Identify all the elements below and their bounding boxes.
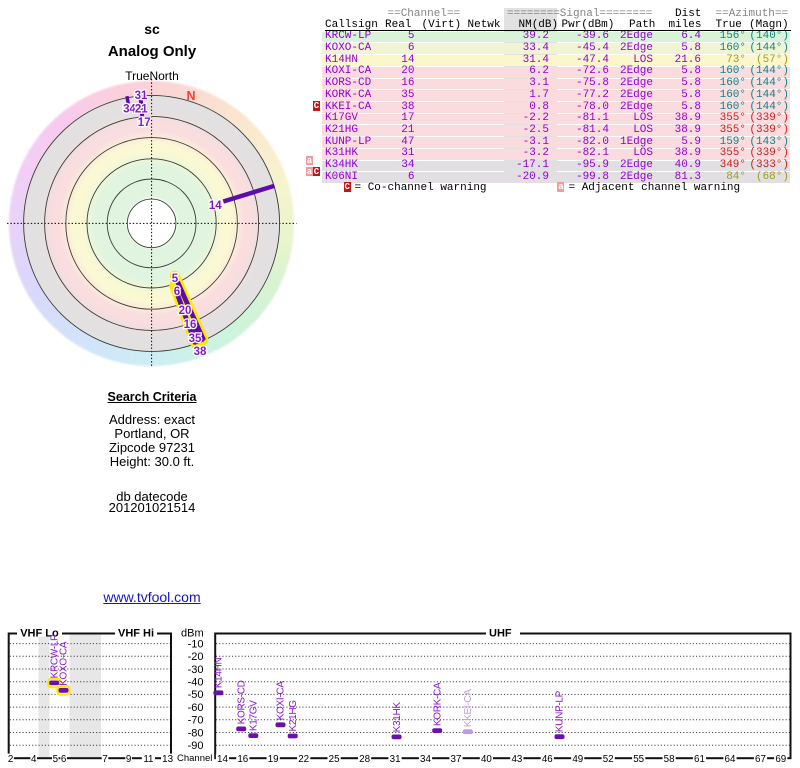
svg-text:14: 14 (217, 754, 228, 765)
svg-text:11: 11 (143, 754, 153, 765)
svg-text:-30: -30 (188, 664, 204, 676)
svg-text:34: 34 (420, 754, 431, 765)
svg-text:N: N (186, 89, 195, 103)
svg-text:UHF: UHF (489, 628, 512, 640)
svg-text:6: 6 (174, 286, 180, 298)
svg-text:dBm: dBm (181, 628, 204, 640)
svg-text:7: 7 (102, 754, 107, 765)
svg-text:-40: -40 (188, 677, 204, 689)
svg-text:K31HK: K31HK (392, 702, 403, 733)
svg-text:28: 28 (359, 754, 370, 765)
svg-text:20: 20 (179, 305, 192, 317)
svg-text:13: 13 (162, 754, 173, 765)
svg-text:KOXO-CA: KOXO-CA (59, 641, 70, 686)
svg-text:KRCW-LP: KRCW-LP (49, 634, 60, 678)
svg-text:17: 17 (138, 117, 151, 129)
svg-text:69: 69 (775, 754, 786, 765)
svg-text:5: 5 (53, 754, 59, 765)
svg-text:2: 2 (8, 754, 13, 765)
svg-text:KKEI-CA: KKEI-CA (463, 689, 474, 728)
svg-text:-60: -60 (188, 702, 204, 714)
svg-text:14: 14 (209, 200, 222, 212)
svg-text:6: 6 (61, 754, 67, 765)
svg-text:K14HN: K14HN (214, 657, 225, 688)
svg-text:5: 5 (172, 273, 179, 285)
svg-text:KORK-CA: KORK-CA (432, 682, 443, 726)
svg-text:KUNP-LP: KUNP-LP (555, 690, 566, 732)
svg-text:61: 61 (694, 754, 705, 765)
svg-text:40: 40 (481, 754, 492, 765)
svg-text:16: 16 (184, 319, 197, 331)
svg-text:K17GV: K17GV (249, 700, 260, 731)
svg-text:49: 49 (572, 754, 583, 765)
svg-text:37: 37 (451, 754, 462, 765)
svg-text:21: 21 (135, 104, 148, 116)
svg-text:-80: -80 (188, 727, 204, 739)
svg-text:46: 46 (542, 754, 553, 765)
svg-text:VHF Lo: VHF Lo (20, 628, 59, 640)
svg-text:-90: -90 (188, 740, 204, 752)
svg-text:43: 43 (511, 754, 522, 765)
svg-text:Channel: Channel (177, 753, 212, 764)
svg-text:25: 25 (329, 754, 340, 765)
svg-text:22: 22 (298, 754, 309, 765)
svg-text:67: 67 (755, 754, 766, 765)
svg-text:58: 58 (664, 754, 675, 765)
svg-text:4: 4 (31, 754, 37, 765)
svg-text:31: 31 (390, 754, 401, 765)
svg-text:-70: -70 (188, 715, 204, 727)
svg-text:64: 64 (725, 754, 736, 765)
svg-text:34: 34 (123, 104, 136, 116)
svg-text:55: 55 (633, 754, 644, 765)
svg-text:52: 52 (603, 754, 614, 765)
svg-text:KORS-CD: KORS-CD (236, 680, 247, 724)
svg-text:16: 16 (237, 754, 248, 765)
svg-text:K21HG: K21HG (288, 700, 299, 732)
svg-text:38: 38 (194, 346, 207, 358)
svg-text:-10: -10 (188, 638, 204, 650)
svg-text:KOXI-CA: KOXI-CA (276, 681, 287, 721)
svg-text:9: 9 (126, 754, 131, 765)
svg-text:35: 35 (189, 333, 202, 345)
svg-text:-20: -20 (188, 651, 204, 663)
svg-text:-50: -50 (188, 689, 204, 701)
svg-text:VHF Hi: VHF Hi (118, 628, 154, 640)
svg-text:31: 31 (135, 90, 148, 102)
svg-text:19: 19 (268, 754, 279, 765)
